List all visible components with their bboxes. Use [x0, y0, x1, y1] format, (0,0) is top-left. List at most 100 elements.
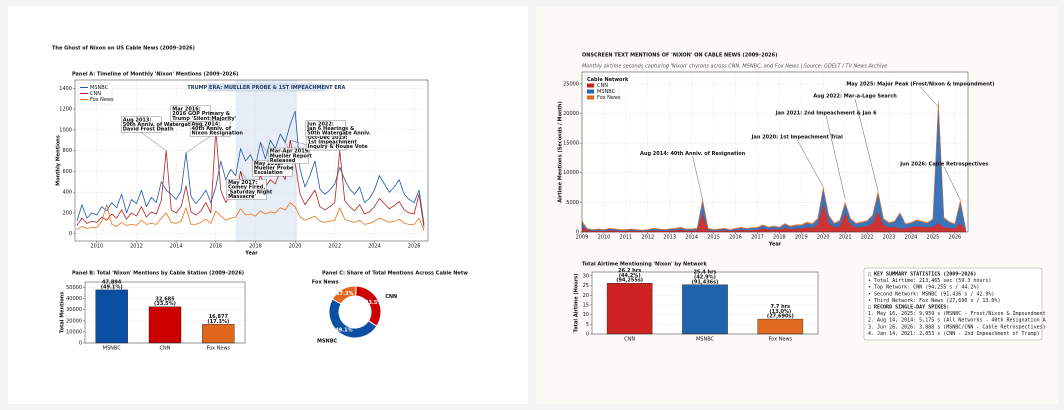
x-tick-label: 2016 — [209, 244, 222, 250]
y-tick-label: 30000 — [66, 307, 82, 313]
legend-label: Fox News — [90, 97, 114, 103]
annotation-arrow — [692, 156, 703, 200]
y-tick-label: 15 — [583, 302, 589, 308]
x-tick-label: 2017 — [751, 235, 764, 241]
donut-segment — [331, 285, 357, 305]
y-tick-label: 5 — [586, 322, 589, 328]
plot-area — [582, 72, 968, 232]
value-label: (91,436s) — [692, 279, 719, 285]
value-label: (94,255s) — [616, 278, 643, 284]
x-tick-label: 2026 — [408, 244, 421, 250]
annotation-arrow — [797, 139, 824, 188]
annotation-text: Comey Fired, — [228, 185, 265, 191]
legend-label: MSNBC — [90, 85, 109, 91]
annotation-text: 50th Watergate Anniv. — [307, 131, 371, 137]
legend-label: CNN — [597, 83, 608, 89]
x-tick-label: MSNBC — [696, 337, 715, 343]
annotation-text: Aug 2013: — [123, 117, 152, 123]
x-tick-label: 2022 — [861, 235, 874, 241]
legend-label: Fox News — [597, 95, 621, 101]
annotation-text: Mueller Report — [270, 153, 313, 159]
donut-label: MSNBC — [317, 338, 338, 344]
y-tick-label: 0 — [79, 341, 82, 347]
annotation-text: 2016 GOP Primary & — [172, 111, 230, 117]
era-label: TRUMP ERA: MUELLER PROBE & 1ST IMPEACHME… — [187, 85, 345, 91]
y-tick-label: 600 — [62, 169, 72, 175]
era-label-box — [208, 83, 325, 92]
annotation-text: Jan 2020: 1st Impeachment Trial — [751, 134, 843, 140]
right-subtitle: Monthly airtime seconds capturing 'Nixon… — [582, 64, 887, 70]
x-tick-label: 2021 — [839, 235, 852, 241]
x-tick-label: 2011 — [619, 235, 632, 241]
chart-title: Panel B: Total 'Nixon' Mentions by Cable… — [72, 271, 244, 277]
y-axis-label: Total Mentions — [60, 292, 66, 333]
value-label: 47,894 — [102, 280, 122, 286]
x-tick-label: 2022 — [328, 244, 341, 250]
legend-swatch — [587, 89, 594, 94]
x-tick-label: 2015 — [707, 235, 720, 241]
y-tick-label: 15000 — [563, 141, 579, 147]
y-tick-label: 800 — [62, 148, 72, 154]
x-tick-label: 2020 — [817, 235, 830, 241]
annotation-text: 'Saturday Night — [228, 189, 273, 195]
annotation-text: Jan 2021: 2nd Impeachment & Jan 6 — [775, 110, 877, 116]
annotation-connector — [185, 136, 211, 153]
annotation-text: Inquiry & House Vote — [308, 144, 369, 150]
x-tick-label: MSNBC — [103, 346, 122, 352]
legend-swatch — [587, 83, 594, 88]
value-label: (17.3%) — [207, 319, 229, 325]
y-tick-label: 50000 — [66, 285, 82, 291]
value-label: (44.2%) — [619, 273, 641, 279]
annotation-text: Escalation — [254, 170, 283, 176]
stats-line: • Third Network: Fox News (27,690 s / 13… — [868, 298, 1000, 304]
annotation-text: Released — [270, 158, 296, 164]
annotation-text: 40th Anniv. of — [192, 126, 232, 132]
stats-box — [863, 267, 1043, 341]
x-tick-label: 2026 — [948, 235, 961, 241]
annotation-connector — [190, 121, 216, 131]
annotation-connector — [240, 171, 247, 180]
y-tick-label: 1200 — [59, 107, 72, 113]
line-series — [76, 202, 425, 231]
annotation-connector — [141, 132, 167, 151]
annotation-box — [170, 105, 211, 122]
y-tick-label: 1400 — [59, 86, 72, 92]
value-label: 26.2 hrs — [618, 268, 641, 274]
bar — [95, 289, 128, 344]
x-axis-label: Year — [768, 242, 782, 248]
annotation-text: 1st Impeachment — [308, 140, 358, 146]
y-axis-label: Monthly Mentions — [56, 135, 62, 186]
stats-line: □ KEY SUMMARY STATISTICS (2009–2026) — [868, 272, 976, 278]
y-tick-label: 1000 — [59, 127, 72, 133]
bar — [757, 318, 804, 335]
donut-label: CNN — [385, 294, 397, 300]
annotation-text: David Frost Death — [123, 127, 174, 133]
x-tick-label: Fox News — [206, 346, 230, 352]
x-tick-label: 2023 — [883, 235, 896, 241]
value-label: (33.5%) — [154, 301, 176, 307]
bar — [202, 324, 235, 344]
x-tick-label: 2018 — [773, 235, 786, 241]
annotation-text: Nixon Resignation — [192, 131, 244, 137]
stats-line: 1. May 16, 2025: 9,959 s (MSNBC - Frost/… — [868, 311, 1046, 317]
annotation-text: Jun 2022: — [306, 121, 334, 127]
x-tick-label: 2012 — [641, 235, 654, 241]
donut-value-label: 49.1% — [335, 327, 352, 333]
annotation-arrow — [944, 166, 961, 201]
y-tick-label: 20 — [583, 293, 589, 299]
plot-border — [581, 71, 969, 233]
annotation-text: May 2025: Major Peak (Frost/Nixon & Impo… — [846, 81, 994, 87]
stats-line: 2. Aug 14, 2014: 5,175 s (All Networks -… — [868, 318, 1046, 324]
chart-title: Total Airtime Mentioning 'Nixon' by Netw… — [582, 262, 707, 268]
annotation-box — [268, 147, 309, 164]
chart-title: Panel C: Share of Total Mentions Across … — [322, 271, 468, 277]
y-tick-label: 0 — [69, 231, 72, 237]
annotation-text: Jan 6 Hearings & — [306, 126, 355, 132]
line-series — [76, 110, 425, 225]
x-tick-label: 2024 — [905, 235, 918, 241]
annotation-text: 50th Anniv. of Watergate & — [123, 122, 201, 128]
bar — [606, 283, 653, 335]
y-tick-label: 20000 — [66, 318, 82, 324]
